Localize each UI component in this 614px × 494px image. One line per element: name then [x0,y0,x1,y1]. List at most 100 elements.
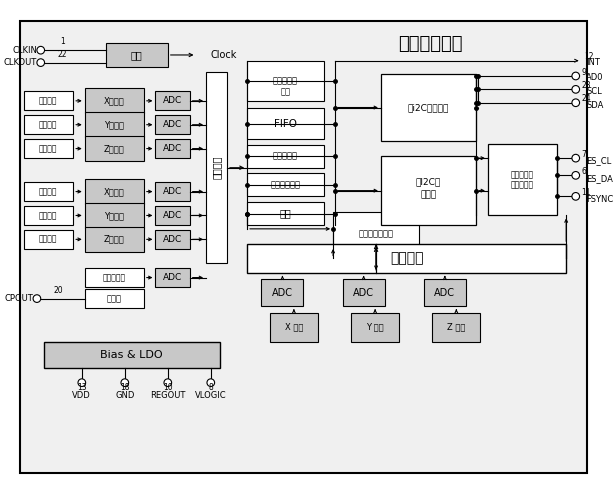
Circle shape [572,72,580,80]
Text: 23: 23 [581,81,591,90]
Bar [270,313,318,341]
Bar [206,72,227,263]
Bar [23,91,73,110]
Bar [85,136,144,161]
Text: FIFO: FIFO [274,119,297,129]
Text: Y 字点: Y 字点 [367,323,384,332]
Text: 数字运动处理器: 数字运动处理器 [359,229,394,238]
Text: 自我检测: 自我检测 [39,144,58,153]
Text: 7: 7 [581,150,586,159]
Text: 自我检测: 自我检测 [39,120,58,129]
Bar [247,173,324,197]
Circle shape [37,46,45,54]
Text: ES_DA: ES_DA [586,174,613,183]
Text: Z陀螺仪: Z陀螺仪 [104,235,125,244]
Text: 惯性测量单元: 惯性测量单元 [398,35,463,52]
Text: Z 字点: Z 字点 [447,323,465,332]
Text: Z加速度: Z加速度 [104,144,125,153]
Bar [247,244,566,273]
Bar [155,91,190,110]
Bar [85,203,144,228]
Text: Bias & LDO: Bias & LDO [100,350,163,360]
Text: X加速度: X加速度 [104,96,125,105]
Text: 1: 1 [60,38,65,46]
Text: ADC: ADC [272,288,293,298]
Text: 配置寄存器: 配置寄存器 [273,152,298,161]
Bar [155,230,190,249]
Text: 中断状态寄: 中断状态寄 [273,76,298,85]
Bar [155,182,190,201]
Text: ADC: ADC [353,288,374,298]
Text: 主I2C串: 主I2C串 [416,177,441,187]
Bar [424,280,466,306]
Text: VDD: VDD [72,391,91,400]
Text: 校准: 校准 [279,208,291,218]
Text: 13: 13 [77,383,87,392]
Text: ES_CL: ES_CL [586,157,612,165]
Text: Y陀螺仪: Y陀螺仪 [104,211,124,220]
Text: 信号调节: 信号调节 [390,251,424,265]
Bar [85,112,144,137]
Text: X 字点: X 字点 [285,323,303,332]
Text: 信号调节: 信号调节 [211,156,222,179]
Bar [247,202,324,225]
Circle shape [572,171,580,179]
Bar [106,42,168,67]
Bar [23,230,73,249]
Text: Y加速度: Y加速度 [104,120,124,129]
Text: ADC: ADC [163,144,182,153]
Bar [381,156,476,225]
Bar [155,139,190,158]
Circle shape [33,295,41,302]
Bar [262,280,303,306]
Text: 存器: 存器 [281,88,290,97]
Text: CPOUT: CPOUT [4,294,33,303]
Bar [23,182,73,201]
Circle shape [121,379,128,386]
Circle shape [78,379,85,386]
Text: Clock: Clock [211,50,237,60]
Circle shape [207,379,215,386]
Text: REGOUT: REGOUT [150,391,185,400]
Text: 温度传感器: 温度传感器 [103,273,126,282]
Text: ADC: ADC [163,187,182,196]
Text: ADC: ADC [163,273,182,282]
Text: 9: 9 [581,68,586,77]
Bar [247,145,324,167]
Text: 自我检测: 自我检测 [39,211,58,220]
Circle shape [164,379,172,386]
Bar [488,144,557,215]
Text: 时钟: 时钟 [130,50,142,60]
Text: 12: 12 [585,52,594,61]
Circle shape [37,59,45,66]
Text: 自我检测: 自我检测 [39,235,58,244]
Text: VLOGIC: VLOGIC [195,391,227,400]
Bar [23,206,73,225]
Bar [343,280,384,306]
Bar [85,179,144,204]
Text: 20: 20 [53,286,63,295]
Bar [381,74,476,141]
Text: ADC: ADC [163,96,182,105]
Text: ADC: ADC [163,235,182,244]
Text: X陀螺仪: X陀螺仪 [104,187,125,196]
Text: GND: GND [115,391,134,400]
Text: 传感器寄存器: 传感器寄存器 [270,180,300,189]
Circle shape [572,193,580,200]
Bar [85,88,144,113]
Text: 18: 18 [120,383,130,392]
Text: ADC: ADC [163,120,182,129]
Text: SCL: SCL [586,87,602,96]
Bar [85,268,144,287]
Bar [85,227,144,252]
Text: 10: 10 [163,383,173,392]
Text: 11: 11 [581,188,591,197]
Text: ADC: ADC [163,211,182,220]
Bar [23,115,73,134]
Text: 从i2C串行接口: 从i2C串行接口 [408,103,449,112]
Text: 8: 8 [208,383,213,392]
Bar [333,211,419,246]
Text: FSYNC: FSYNC [586,195,613,204]
Bar [44,341,220,369]
Text: 自我检测: 自我检测 [39,187,58,196]
